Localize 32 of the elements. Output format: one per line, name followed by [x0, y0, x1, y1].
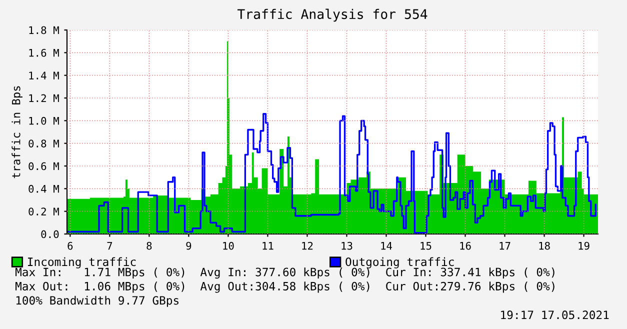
x-tick-label: 18 — [539, 242, 550, 250]
y-tick-label: 0.8 M — [28, 140, 59, 148]
y-tick-label: 0.4 M — [28, 184, 59, 193]
x-tick-label: 11 — [262, 242, 274, 250]
x-tick-label: 15 — [420, 242, 432, 250]
x-tick-label: 19 — [578, 242, 590, 250]
legend-label: Outgoing traffic — [346, 257, 454, 268]
text: 100% Bandwidth 9.77 GBps — [16, 296, 178, 307]
legend-label: Incoming traffic — [28, 257, 136, 268]
text: Max In: 1.71 MBps ( 0%) Avg In: 377.60 kBps ( 0%) Cur In: 337.41 kBps ( 0%) — [16, 268, 554, 279]
y-tick-label: 1.2 M — [29, 94, 59, 102]
y-tick-label: 0.2 M — [28, 208, 59, 216]
chart-title: Traffic Analysis for 554 — [237, 8, 428, 22]
x-tick-label: 16 — [460, 242, 471, 250]
text: Max Out: 1.06 MBps ( 0%) Avg Out:304.58 kBps ( 0%) Cur Out:279.76 kBps ( 0%) — [16, 282, 554, 293]
x-tick-label: 12 — [302, 242, 313, 250]
y-tick-label: 0.6 M — [28, 162, 59, 170]
y-tick-label: 1.8 M — [29, 26, 59, 34]
y-tick-label: 1.0 M — [29, 116, 59, 125]
x-tick-label: 14 — [381, 242, 392, 250]
x-tick-label: 13 — [342, 242, 352, 250]
x-tick-label: 6 — [68, 242, 73, 250]
y-axis-title: traffic in Bps — [12, 86, 22, 178]
x-tick-label: 17 — [500, 242, 510, 250]
y-tick-label: 0.0 — [41, 230, 59, 238]
y-tick-label: 1.4 M — [29, 72, 59, 80]
x-tick-label: 9 — [186, 242, 192, 250]
x-tick-label: 7 — [107, 242, 112, 250]
x-tick-label: 8 — [146, 242, 152, 250]
text: 19:17 17.05.2021 — [501, 310, 609, 320]
y-tick-label: 1.6 M — [29, 48, 59, 57]
x-tick-label: 10 — [223, 242, 234, 250]
